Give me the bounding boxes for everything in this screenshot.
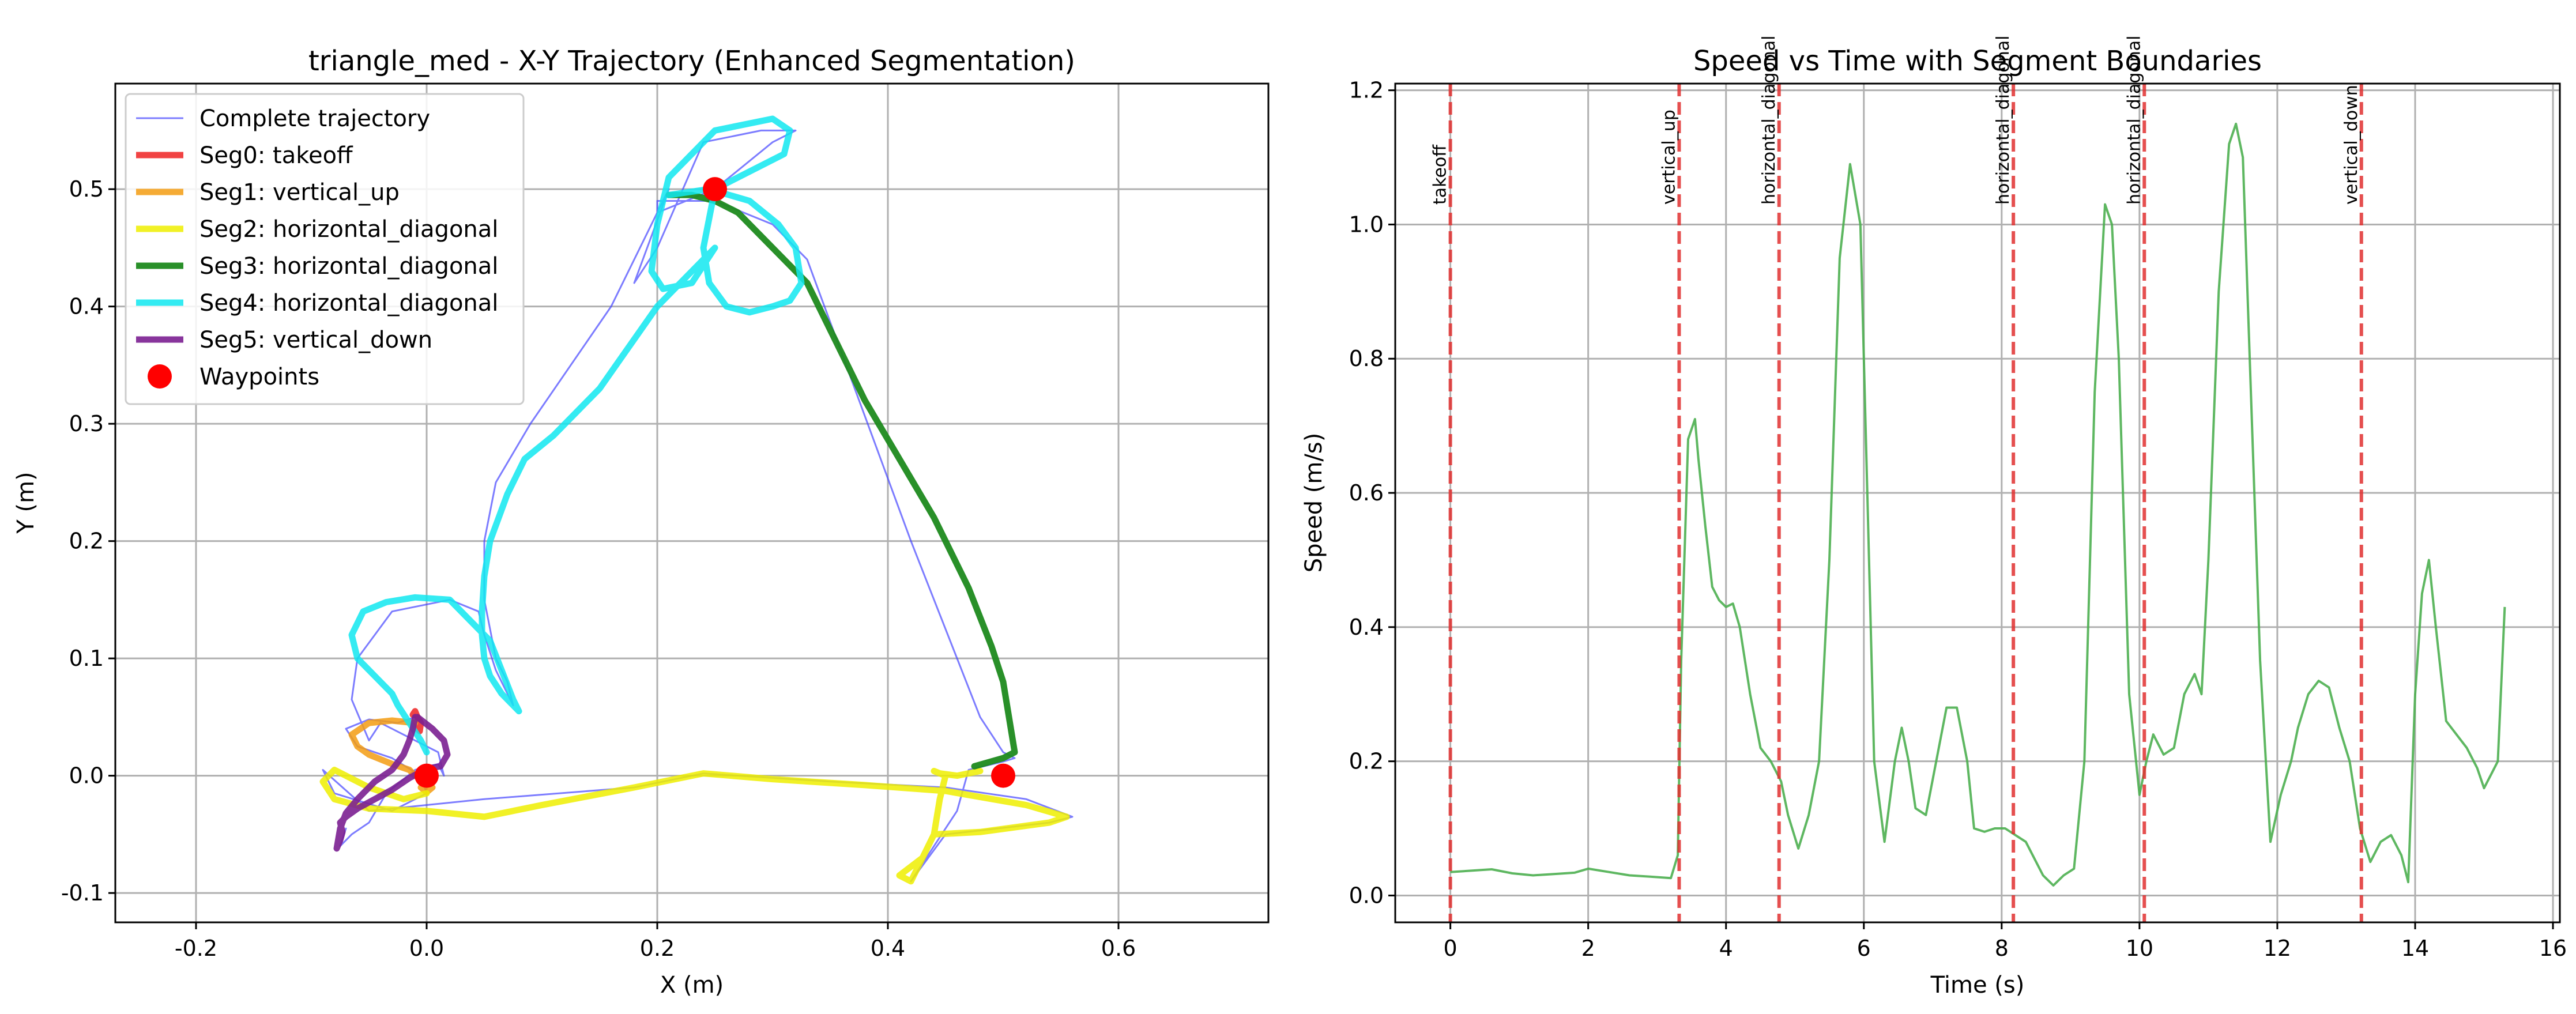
legend-label: Waypoints [199, 364, 319, 390]
legend-label: Seg5: vertical_down [199, 327, 432, 353]
speed-series-line-0 [1450, 122, 2506, 887]
waypoint-marker [415, 763, 439, 788]
y-tick-label: 0.0 [69, 763, 104, 789]
waypoint-marker [991, 763, 1015, 788]
x-tick-label: 2 [1581, 936, 1595, 961]
speed-plot-frame [1394, 82, 2561, 923]
trajectory-chart: triangle_med - X-Y Trajectory (Enhanced … [13, 45, 1270, 998]
x-tick-label: -0.2 [175, 936, 217, 961]
x-tick-label: 10 [2126, 936, 2153, 961]
trajectory-series-line-5 [348, 115, 805, 756]
trajectory-x-axis-label: X (m) [660, 972, 724, 998]
speed-y-axis-label: Speed (m/s) [1301, 433, 1327, 573]
trajectory-plot-frame [114, 82, 1270, 923]
speed-series [1450, 122, 2506, 887]
y-tick-label: 1.0 [1349, 212, 1384, 237]
speed-chart: Speed vs Time with Segment Boundaries ta… [1301, 35, 2567, 998]
segment-boundary-label: takeoff [1430, 144, 1451, 205]
segment-boundary-label: horizontal_diagonal [2124, 35, 2144, 205]
trajectory-series-line-4 [665, 191, 1018, 770]
waypoint-marker [703, 177, 727, 202]
segment-boundary-label: vertical_up [1659, 110, 1679, 205]
trajectory-ticks: -0.2 0.0 0.2 0.4 0.6 -0.1 0.0 0.1 0.2 0.3 0.4 0.5 [61, 176, 1136, 961]
segment-boundaries: takeoff vertical_up horizontal_diagonal hor… [1430, 35, 2363, 922]
legend-label: Seg3: horizontal_diagonal [199, 253, 498, 280]
x-tick-label: 6 [1857, 936, 1871, 961]
x-tick-label: 12 [2264, 936, 2291, 961]
trajectory-waypoints [415, 177, 1015, 788]
speed-chart-title: Speed vs Time with Segment Boundaries [1693, 45, 2262, 77]
legend-label: Seg4: horizontal_diagonal [199, 290, 498, 316]
y-tick-label: 0.4 [69, 294, 104, 319]
x-tick-label: 0 [1444, 936, 1458, 961]
x-tick-label: 4 [1719, 936, 1733, 961]
trajectory-series-line-3 [319, 767, 1070, 885]
y-tick-label: 0.8 [1349, 346, 1384, 371]
x-tick-label: 8 [1995, 936, 2009, 961]
speed-x-axis-label: Time (s) [1930, 972, 2025, 998]
trajectory-chart-title: triangle_med - X-Y Trajectory (Enhanced … [308, 45, 1075, 77]
y-tick-label: 0.2 [69, 529, 104, 554]
y-tick-label: 0.5 [69, 176, 104, 202]
y-tick-label: 0.6 [1349, 480, 1384, 506]
legend-label: Complete trajectory [199, 105, 430, 132]
trajectory-y-axis-label: Y (m) [13, 472, 39, 534]
x-tick-label: 0.2 [640, 936, 675, 961]
x-tick-label: 0.0 [409, 936, 444, 961]
y-tick-label: 0.0 [1349, 883, 1384, 908]
segment-boundary-label: horizontal_diagonal [1993, 35, 2013, 205]
y-tick-label: 0.3 [69, 411, 104, 436]
legend-box [125, 93, 525, 405]
speed-grid [1395, 84, 2560, 922]
trajectory-legend: Complete trajectory Seg0: takeoff Seg1: ve… [125, 93, 525, 405]
x-tick-label: 0.4 [871, 936, 905, 961]
y-tick-label: 1.2 [1349, 78, 1384, 103]
y-tick-label: -0.1 [61, 880, 104, 906]
x-tick-label: 16 [2539, 936, 2567, 961]
speed-ticks: 0 2 4 6 8 10 12 14 16 0.0 0.2 0.4 0.6 0.8 1.0 1.2 [1349, 78, 2567, 961]
y-tick-label: 0.4 [1349, 615, 1384, 640]
legend-label: Seg1: vertical_up [199, 179, 400, 206]
y-tick-label: 0.2 [1349, 749, 1384, 774]
x-tick-label: 0.6 [1101, 936, 1136, 961]
x-tick-label: 14 [2401, 936, 2429, 961]
legend-label: Seg0: takeoff [199, 142, 353, 169]
y-tick-label: 0.1 [69, 646, 104, 671]
segment-boundary-label: horizontal_diagonal [1759, 35, 1779, 205]
trajectory-series-line-6 [333, 714, 451, 852]
segment-boundary-label: vertical_down [2341, 85, 2362, 205]
trajectory-series-line-2 [348, 717, 436, 796]
legend-label: Seg2: horizontal_diagonal [199, 216, 498, 243]
legend-swatch [148, 364, 172, 389]
